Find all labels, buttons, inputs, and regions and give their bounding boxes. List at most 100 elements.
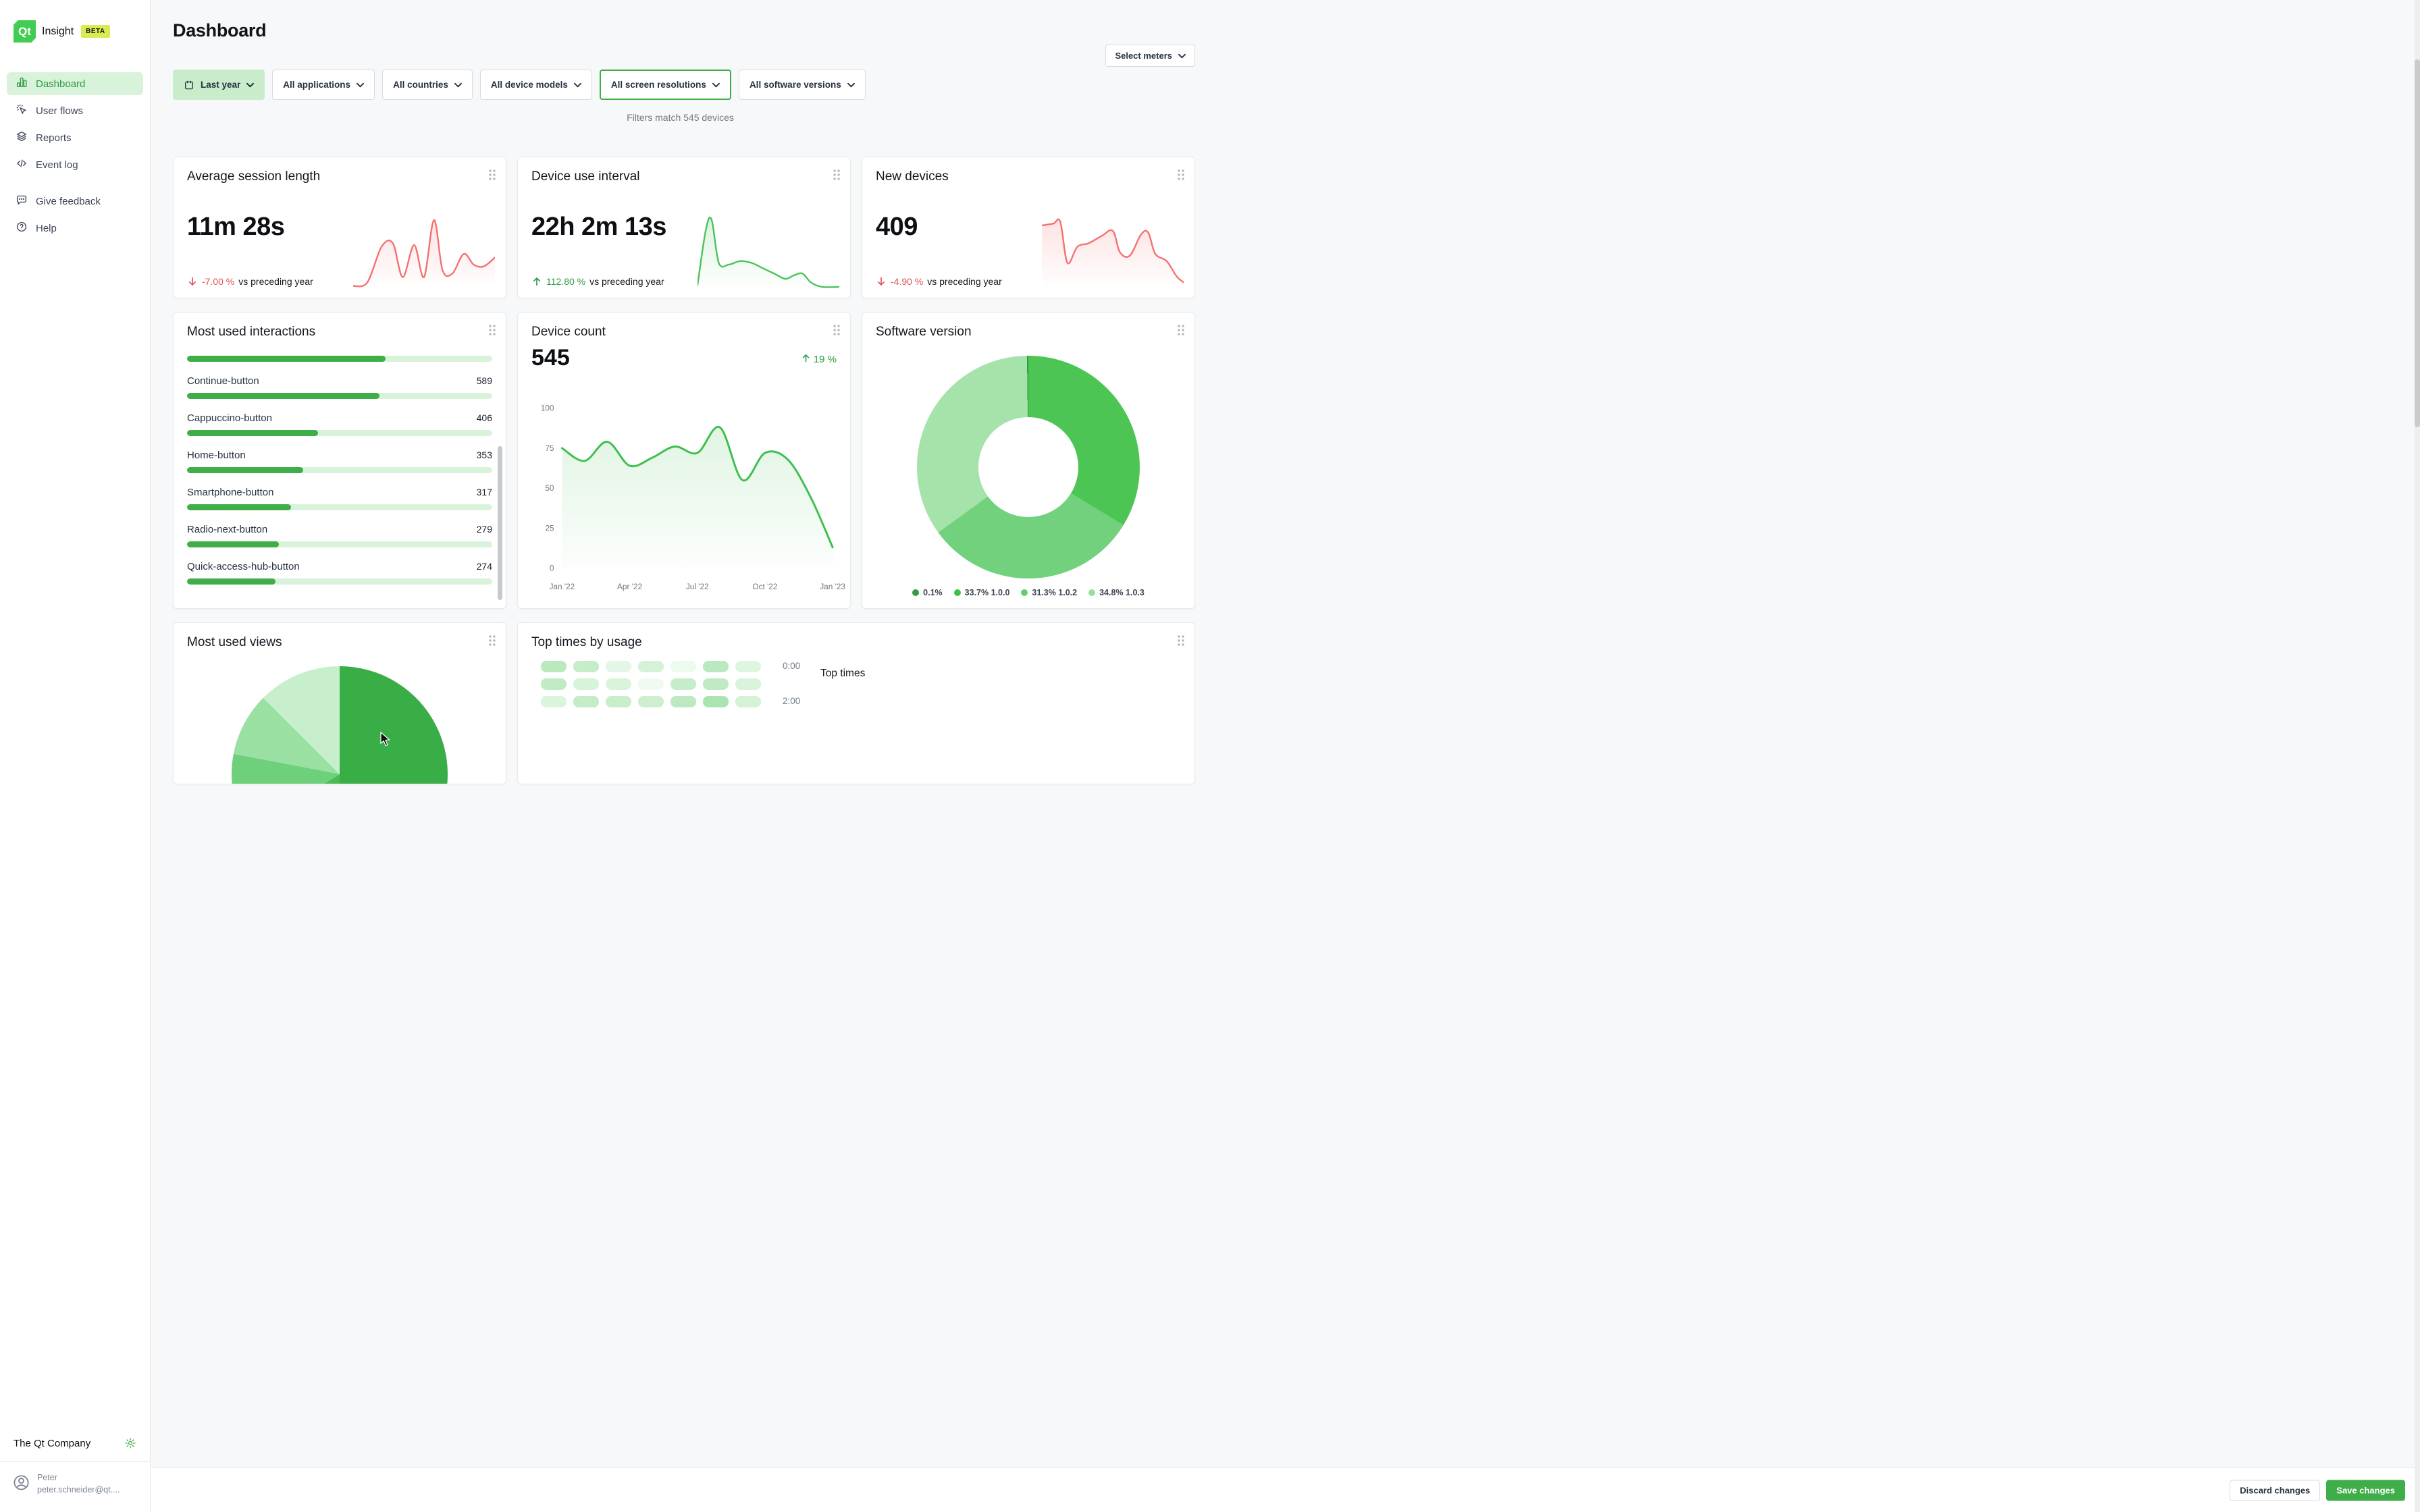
beta-badge: BETA (81, 25, 110, 38)
help-circle-icon (16, 221, 28, 236)
gear-icon[interactable] (124, 1437, 136, 1449)
interaction-label: Cappuccino-button (187, 412, 272, 424)
cursor-click-icon (16, 103, 28, 118)
interaction-label: Continue-button (187, 375, 259, 387)
interaction-label: Radio-next-button (187, 524, 268, 535)
sidebar: Qt Insight BETA Dashboard User flows Rep… (0, 0, 151, 1512)
heatmap-cell (670, 661, 696, 672)
chevron-down-icon (454, 82, 462, 87)
product-name: Insight (42, 25, 74, 37)
sidebar-item-label: Dashboard (36, 78, 86, 90)
company-name: The Qt Company (14, 1437, 91, 1449)
device-count-value: 545 (531, 345, 570, 371)
heatmap-cell (541, 696, 567, 707)
filter-label: All countries (393, 80, 448, 90)
sidebar-item-give-feedback[interactable]: Give feedback (7, 190, 143, 213)
interaction-count: 589 (476, 375, 492, 386)
interaction-item: Smartphone-button 317 (187, 487, 492, 510)
svg-text:100: 100 (541, 404, 554, 413)
interaction-item: Quick-access-hub-button 274 (187, 561, 492, 585)
drag-handle-icon[interactable] (488, 323, 497, 337)
sidebar-item-user-flows[interactable]: User flows (7, 99, 143, 122)
trend-arrow-icon (187, 276, 198, 287)
drag-handle-icon[interactable] (832, 323, 841, 337)
avatar-icon (12, 1474, 30, 1495)
card-average-session-length: Average session length 11m 28s -7.00 % v… (173, 157, 506, 298)
card-top-times-by-usage: Top times by usage 0:00 2:00 Top times (517, 622, 1195, 784)
interaction-items: Continue-button 589 Cappuccino-button 40… (187, 375, 492, 585)
legend-item: 33.7% 1.0.0 (953, 588, 1009, 597)
interaction-bar-fill (187, 430, 319, 436)
legend-label: 0.1% (923, 588, 943, 597)
interaction-count: 317 (476, 487, 492, 497)
sidebar-item-event-log[interactable]: Event log (7, 153, 143, 176)
interaction-bar-fill (187, 541, 279, 547)
filter-screen-resolutions[interactable]: All screen resolutions (599, 70, 731, 100)
kpi-delta: -7.00 % vs preceding year (187, 276, 313, 287)
legend-label: 31.3% 1.0.2 (1032, 588, 1078, 597)
heatmap-cell (606, 661, 631, 672)
heatmap-cell (703, 661, 729, 672)
interaction-bar (187, 467, 492, 473)
interaction-count: 274 (476, 561, 492, 572)
card-title: Device count (531, 325, 606, 339)
save-changes-button[interactable]: Save changes (2326, 1480, 2405, 1501)
drag-handle-icon[interactable] (1176, 634, 1186, 647)
layers-icon (16, 130, 28, 145)
interaction-item: Home-button 353 (187, 450, 492, 473)
qt-logo-icon: Qt (14, 20, 36, 43)
app-logo: Qt Insight BETA (14, 20, 139, 43)
interaction-bar (187, 393, 492, 399)
filter-time-range[interactable]: Last year (173, 70, 265, 100)
sidebar-item-reports[interactable]: Reports (7, 126, 143, 149)
heatmap-cell (670, 696, 696, 707)
heatmap-cell (638, 661, 664, 672)
drag-handle-icon[interactable] (832, 168, 841, 182)
heatmap-row-label: 2:00 (783, 696, 801, 706)
kpi-delta-pct: -7.00 % (202, 276, 235, 287)
sidebar-item-dashboard[interactable]: Dashboard (7, 72, 143, 95)
filter-countries[interactable]: All countries (382, 70, 473, 100)
page-scrollbar-thumb[interactable] (2415, 59, 2420, 427)
drag-handle-icon[interactable] (1176, 168, 1186, 182)
top-times-side-label: Top times (820, 668, 866, 679)
sidebar-item-label: Help (36, 222, 57, 234)
interaction-bar (187, 430, 492, 436)
discard-changes-button[interactable]: Discard changes (2230, 1480, 2321, 1501)
user-email: peter.schneider@qt.... (37, 1484, 120, 1494)
heatmap-cell (573, 696, 599, 707)
heatmap-cell (703, 678, 729, 690)
heatmap-cell (541, 678, 567, 690)
sidebar-item-help[interactable]: Help (7, 217, 143, 240)
svg-text:Oct '22: Oct '22 (752, 582, 777, 591)
interaction-bar-fill (187, 393, 379, 399)
filter-device-models[interactable]: All device models (479, 70, 592, 100)
kpi-delta-suffix: vs preceding year (238, 276, 313, 287)
interaction-item: Cappuccino-button 406 (187, 412, 492, 436)
interaction-bar-fill (187, 504, 291, 510)
filter-label: All applications (283, 80, 351, 90)
select-meters-button[interactable]: Select meters (1105, 45, 1195, 67)
interaction-bar (187, 356, 492, 362)
svg-text:25: 25 (545, 523, 554, 533)
user-profile[interactable]: Peter peter.schneider@qt.... (0, 1462, 150, 1512)
heatmap-cell (735, 696, 761, 707)
kpi-value: 11m 28s (187, 213, 285, 241)
drag-handle-icon[interactable] (488, 634, 497, 647)
drag-handle-icon[interactable] (488, 168, 497, 182)
filter-label: All screen resolutions (610, 80, 706, 90)
device-count-delta-pct: 19 % (813, 354, 837, 365)
filter-software-versions[interactable]: All software versions (738, 70, 866, 100)
drag-handle-icon[interactable] (1176, 323, 1186, 337)
sparkline-chart (353, 200, 495, 290)
filter-applications[interactable]: All applications (272, 70, 375, 100)
svg-text:0: 0 (550, 564, 554, 573)
interaction-count: 406 (476, 412, 492, 423)
card-scrollbar-thumb[interactable] (498, 446, 502, 600)
kpi-delta-pct: 112.80 % (546, 276, 586, 287)
interaction-bar-fill (187, 467, 303, 473)
sidebar-item-label: Give feedback (36, 195, 101, 207)
heatmap-cell (638, 696, 664, 707)
sparkline-chart (698, 200, 839, 290)
card-title: Software version (876, 325, 972, 339)
